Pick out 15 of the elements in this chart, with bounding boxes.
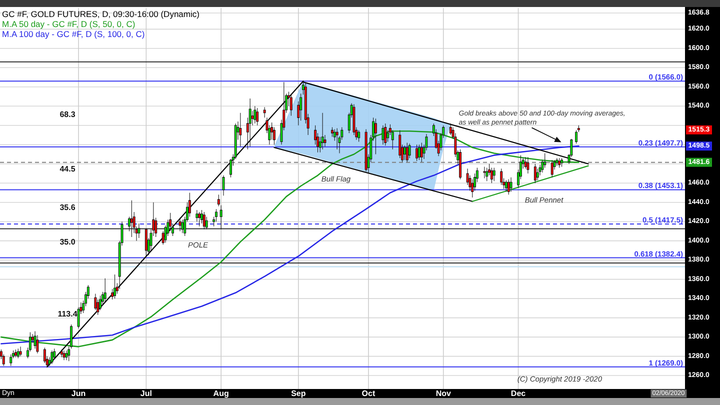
x-tick-label: Jul (140, 389, 152, 398)
annotation: 35.6 (60, 203, 76, 212)
x-tick-label: Nov (436, 389, 452, 398)
annotation: 35.0 (60, 238, 76, 246)
chart-title: GC #F, GOLD FUTURES, D, 09:30-16:00 (Dynamic) (2, 9, 200, 19)
text: M.A 50 day - GC #F, D (S, 50, 0, C) (2, 19, 136, 29)
annotation: 44.5 (60, 164, 76, 174)
x-tick-label: Jun (71, 389, 86, 398)
x-tick-label: Sep (291, 389, 306, 398)
x-tick-label: Oct (362, 389, 376, 398)
x-tick-label: Dec (510, 389, 526, 398)
x-tick-label: Aug (213, 389, 229, 398)
annotation: 113.4 (58, 310, 78, 318)
text: M.A 100 day - GC #F, D (S, 100, 0, C) (2, 29, 145, 39)
annotation: 68.3 (60, 110, 76, 119)
